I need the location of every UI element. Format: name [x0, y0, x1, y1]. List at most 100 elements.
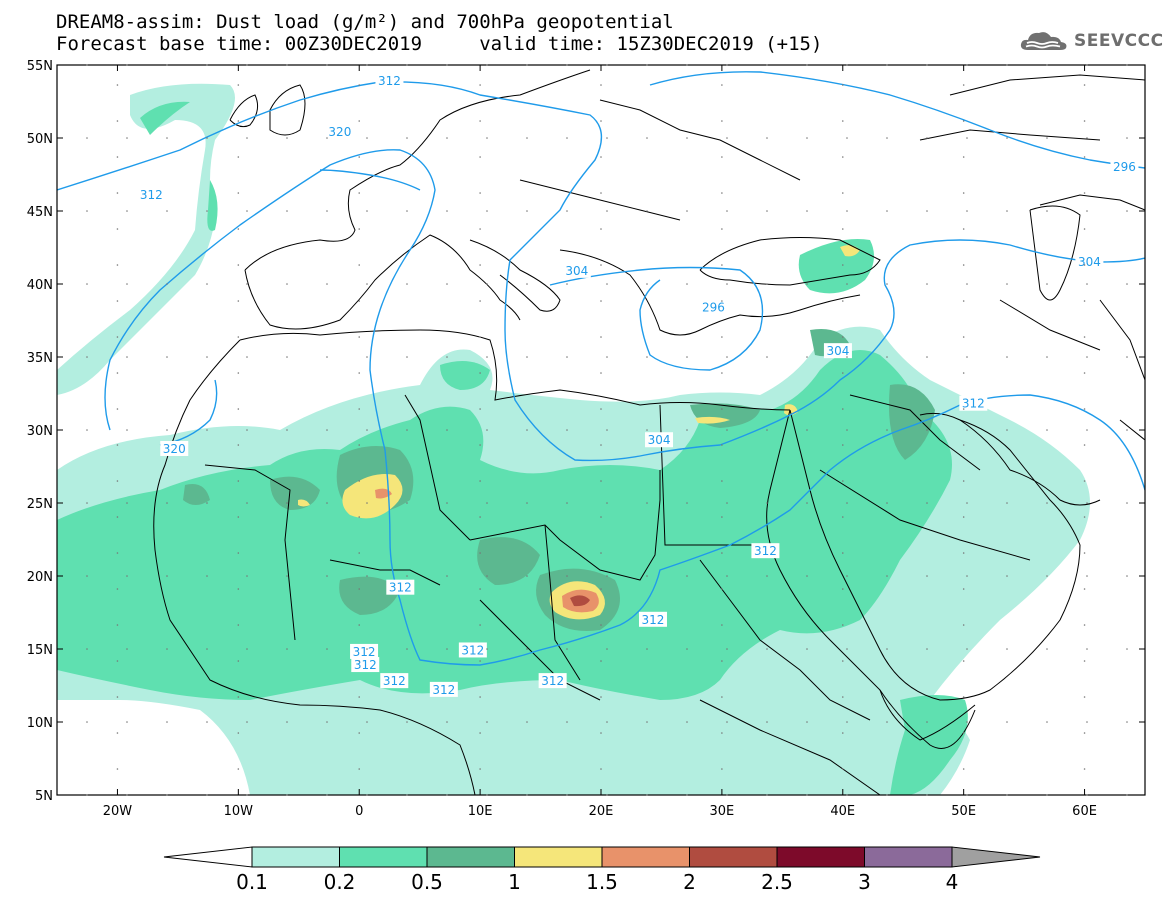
- grid-dot: [962, 228, 965, 230]
- grid-dot: [526, 721, 528, 723]
- grid-dot: [237, 516, 240, 518]
- grid-dot: [1126, 721, 1128, 723]
- grid-dot: [166, 794, 168, 796]
- grid-dot: [766, 283, 768, 285]
- grid-dot: [486, 575, 488, 577]
- grid-dot: [446, 648, 448, 650]
- grid-dot: [966, 429, 968, 431]
- dust-shading: [57, 83, 1090, 795]
- grid-dot: [600, 228, 602, 230]
- grid-dot: [926, 210, 928, 212]
- lon-tick-label: 30E: [710, 804, 735, 819]
- grid-dot: [366, 429, 368, 431]
- grid-dot: [1083, 480, 1086, 482]
- grid-dot: [116, 624, 119, 626]
- grid-dot: [766, 64, 768, 66]
- grid-dot: [926, 794, 928, 796]
- grid-dot: [479, 408, 481, 410]
- grid-dot: [721, 480, 723, 482]
- grid-dot: [286, 210, 288, 212]
- grid-dot: [366, 721, 368, 723]
- colorbar-swatch: [689, 846, 778, 868]
- grid-dot: [606, 794, 608, 796]
- colorbar-label: 1.5: [586, 870, 618, 894]
- grid-dot: [846, 721, 848, 723]
- grid-dot: [286, 283, 288, 285]
- colorbar-swatch: [601, 846, 690, 868]
- grid-dot: [962, 264, 965, 266]
- grid-dot: [841, 120, 844, 122]
- colorbar-swatch: [776, 846, 865, 868]
- grid-dot: [766, 356, 768, 358]
- grid-dot: [966, 210, 968, 212]
- grid-dot: [841, 660, 844, 662]
- grid-dot: [726, 794, 728, 796]
- grid-dot: [358, 192, 361, 194]
- grid-dot: [646, 283, 648, 285]
- contour-label-bg: [699, 299, 728, 315]
- contour-label: 304: [826, 344, 849, 358]
- grid-dot: [86, 210, 88, 212]
- lon-tick-label: 20E: [589, 804, 614, 819]
- grid-dot: [479, 120, 481, 122]
- grid-dot: [721, 732, 723, 734]
- grid-dot: [86, 721, 88, 723]
- grid-dot: [600, 84, 602, 86]
- grid-dot: [1083, 408, 1086, 410]
- contour-label-bg: [959, 395, 988, 411]
- grid-dot: [116, 660, 119, 662]
- grid-dot: [358, 588, 361, 590]
- grid-dot: [1086, 210, 1088, 212]
- grid-dot: [926, 137, 928, 139]
- grid-dot: [721, 660, 723, 662]
- grid-dot: [841, 192, 844, 194]
- longitude-ticks: 20W 10W 0 10E 20E 30E 40E 50E 60E: [103, 65, 1097, 819]
- contour-label-bg: [375, 73, 404, 89]
- grid-dot: [1086, 794, 1088, 796]
- grid-dot: [1006, 210, 1008, 212]
- colorbar-label: 2.5: [761, 870, 793, 894]
- grid-dot: [1006, 794, 1008, 796]
- grid-dot: [600, 120, 602, 122]
- grid-dot: [366, 575, 368, 577]
- grid-dot: [726, 356, 728, 358]
- grid-dot: [646, 64, 648, 66]
- grid-dot: [358, 768, 361, 770]
- grid-dot: [646, 794, 648, 796]
- title-line-1: DREAM8-assim: Dust load (g/m²) and 700hP…: [56, 11, 674, 33]
- grid-dot: [721, 336, 723, 338]
- grid-dot: [526, 356, 528, 358]
- grid-dot: [86, 575, 88, 577]
- grid-dot: [1126, 64, 1128, 66]
- grid-dot: [566, 283, 568, 285]
- grid-dot: [1006, 575, 1008, 577]
- grid-dot: [206, 356, 208, 358]
- grid-dot: [116, 768, 119, 770]
- grid-dot: [1046, 502, 1048, 504]
- grid-dot: [841, 228, 844, 230]
- grid-dot: [326, 721, 328, 723]
- grid-dot: [237, 444, 240, 446]
- grid-dot: [86, 64, 88, 66]
- grid-dot: [126, 429, 128, 431]
- coastlines: [153, 69, 1145, 795]
- grid-dot: [1086, 648, 1088, 650]
- grid-dot: [358, 372, 361, 374]
- grid-dot: [1126, 356, 1128, 358]
- grid-dot: [479, 84, 481, 86]
- grid-dot: [646, 648, 648, 650]
- grid-dot: [721, 192, 723, 194]
- grid-dot: [766, 721, 768, 723]
- grid-dot: [806, 794, 808, 796]
- grid-dot: [358, 516, 361, 518]
- grid-dot: [406, 721, 408, 723]
- grid-dot: [358, 552, 361, 554]
- grid-dot: [1083, 372, 1086, 374]
- grid-dot: [686, 137, 688, 139]
- grid-dot: [526, 648, 528, 650]
- colorbar-label: 3: [858, 870, 871, 894]
- grid-dot: [600, 264, 602, 266]
- grid-dot: [526, 283, 528, 285]
- grid-dot: [926, 283, 928, 285]
- grid-dot: [966, 64, 968, 66]
